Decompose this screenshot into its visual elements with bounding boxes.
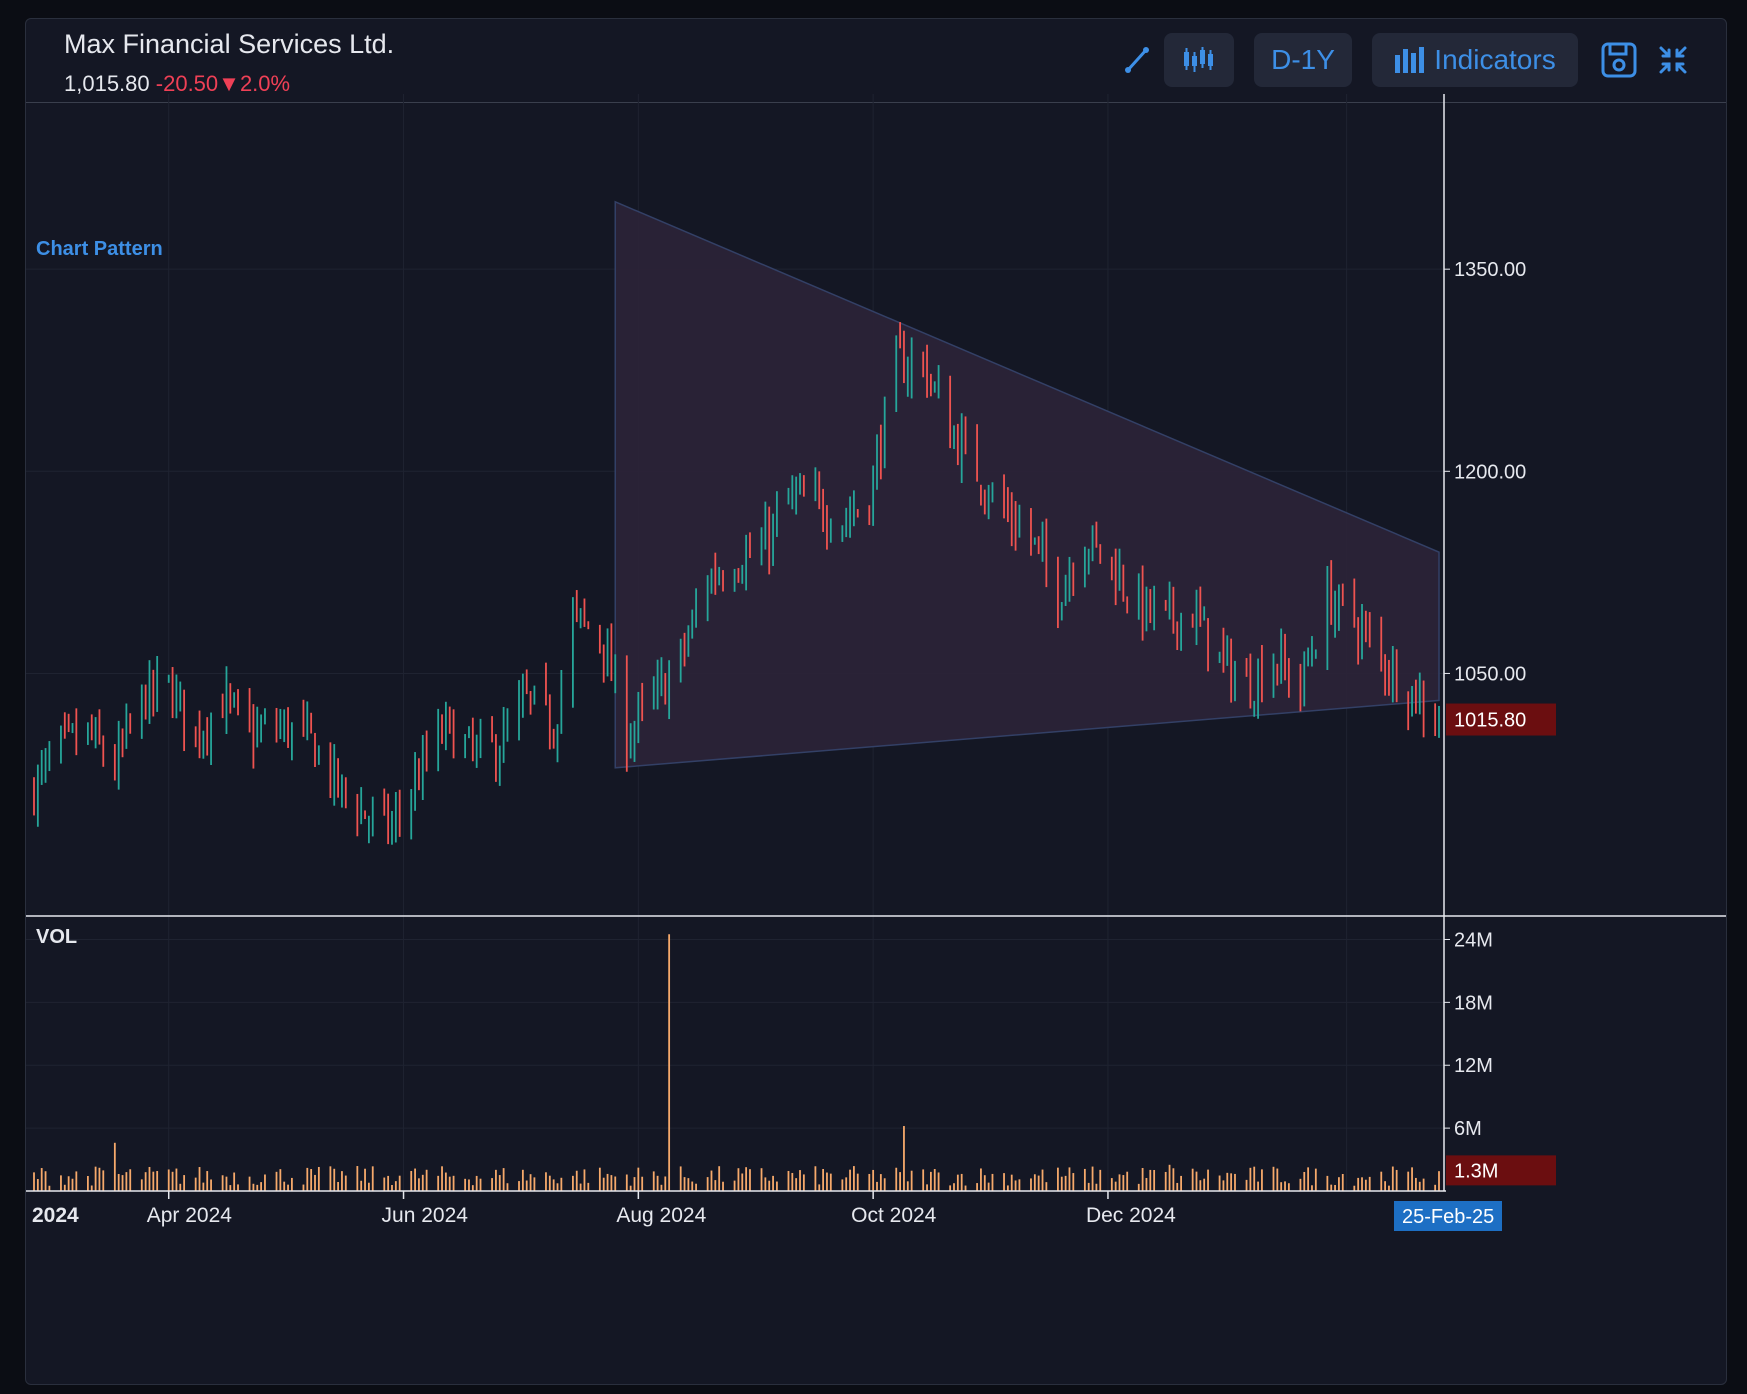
chart-pattern-label: Chart Pattern — [36, 238, 163, 260]
price-volume-chart[interactable]: Chart Pattern VOL 1050.001200.001350.00 … — [26, 19, 1726, 1384]
ohlc-bars-icon — [1184, 47, 1213, 72]
volume-tick-label: 24M — [1454, 929, 1493, 951]
price-axis: 1050.00 1200.00 1350.00 — [1444, 259, 1526, 685]
volume-tick-label: 18M — [1454, 992, 1493, 1014]
range-button[interactable]: D-1Y — [1254, 33, 1352, 87]
indicators-button[interactable]: Indicators — [1372, 33, 1578, 87]
price-change-percent: 2.0% — [239, 71, 291, 96]
collapse-button[interactable] — [1646, 33, 1700, 87]
time-axis: 2024 Apr 2024 Jun 2024 Aug 2024 Oct 2024 Dec … — [32, 1191, 1176, 1227]
price-tick-label: 1050.00 — [1454, 663, 1526, 685]
volume-axis: 6M 12M 18M 24M — [1444, 929, 1493, 1140]
ohlc-bars — [33, 322, 1440, 845]
time-tick-label: 2024 — [32, 1204, 79, 1227]
time-tick-label: Jun 2024 — [382, 1204, 469, 1227]
chart-widget: Max Financial Services Ltd. 1,015.80 -20… — [25, 18, 1727, 1385]
chart-type-button[interactable] — [1164, 33, 1234, 87]
indicators-bars-icon — [1395, 47, 1425, 73]
volume-label: VOL — [36, 926, 77, 948]
price-change: -20.50 — [155, 71, 219, 96]
save-button[interactable] — [1592, 33, 1646, 87]
down-arrow-icon: ▼ — [218, 71, 240, 96]
time-tick-label: Oct 2024 — [851, 1204, 937, 1227]
instrument-title: Max Financial Services Ltd. — [64, 29, 395, 59]
indicators-label: Indicators — [1434, 44, 1556, 75]
last-price: 1,015.80 — [64, 71, 150, 96]
trendline-draw-button[interactable] — [1110, 33, 1164, 87]
price-summary: 1,015.80 -20.50▼2.0% — [64, 71, 290, 97]
price-tick-label: 1350.00 — [1454, 259, 1526, 281]
trendline-draw-icon — [1125, 47, 1149, 73]
save-icon — [1601, 42, 1637, 78]
current-date-badge-text: 25-Feb-25 — [1402, 1206, 1494, 1228]
collapse-icon — [1659, 46, 1687, 74]
time-tick-label: Aug 2024 — [616, 1204, 706, 1227]
time-tick-label: Dec 2024 — [1086, 1204, 1176, 1227]
current-date-badge: 25-Feb-25 — [1394, 1201, 1502, 1231]
triangle-pattern — [614, 200, 1440, 769]
volume-bars — [33, 934, 1440, 1191]
last-price-badge: 1015.80 — [1446, 703, 1556, 736]
chart-header: Max Financial Services Ltd. 1,015.80 -20… — [26, 19, 1726, 103]
last-price-badge-text: 1015.80 — [1454, 710, 1526, 732]
last-volume-badge: 1.3M — [1446, 1155, 1556, 1186]
volume-tick-label: 12M — [1454, 1055, 1493, 1077]
volume-tick-label: 6M — [1454, 1118, 1482, 1140]
time-tick-label: Apr 2024 — [147, 1204, 233, 1227]
last-volume-badge-text: 1.3M — [1454, 1160, 1498, 1182]
price-tick-label: 1200.00 — [1454, 461, 1526, 483]
